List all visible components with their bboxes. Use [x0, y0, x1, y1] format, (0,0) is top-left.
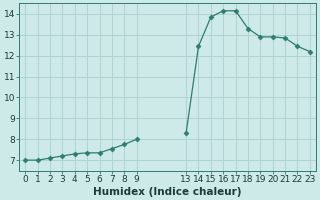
- X-axis label: Humidex (Indice chaleur): Humidex (Indice chaleur): [93, 187, 242, 197]
